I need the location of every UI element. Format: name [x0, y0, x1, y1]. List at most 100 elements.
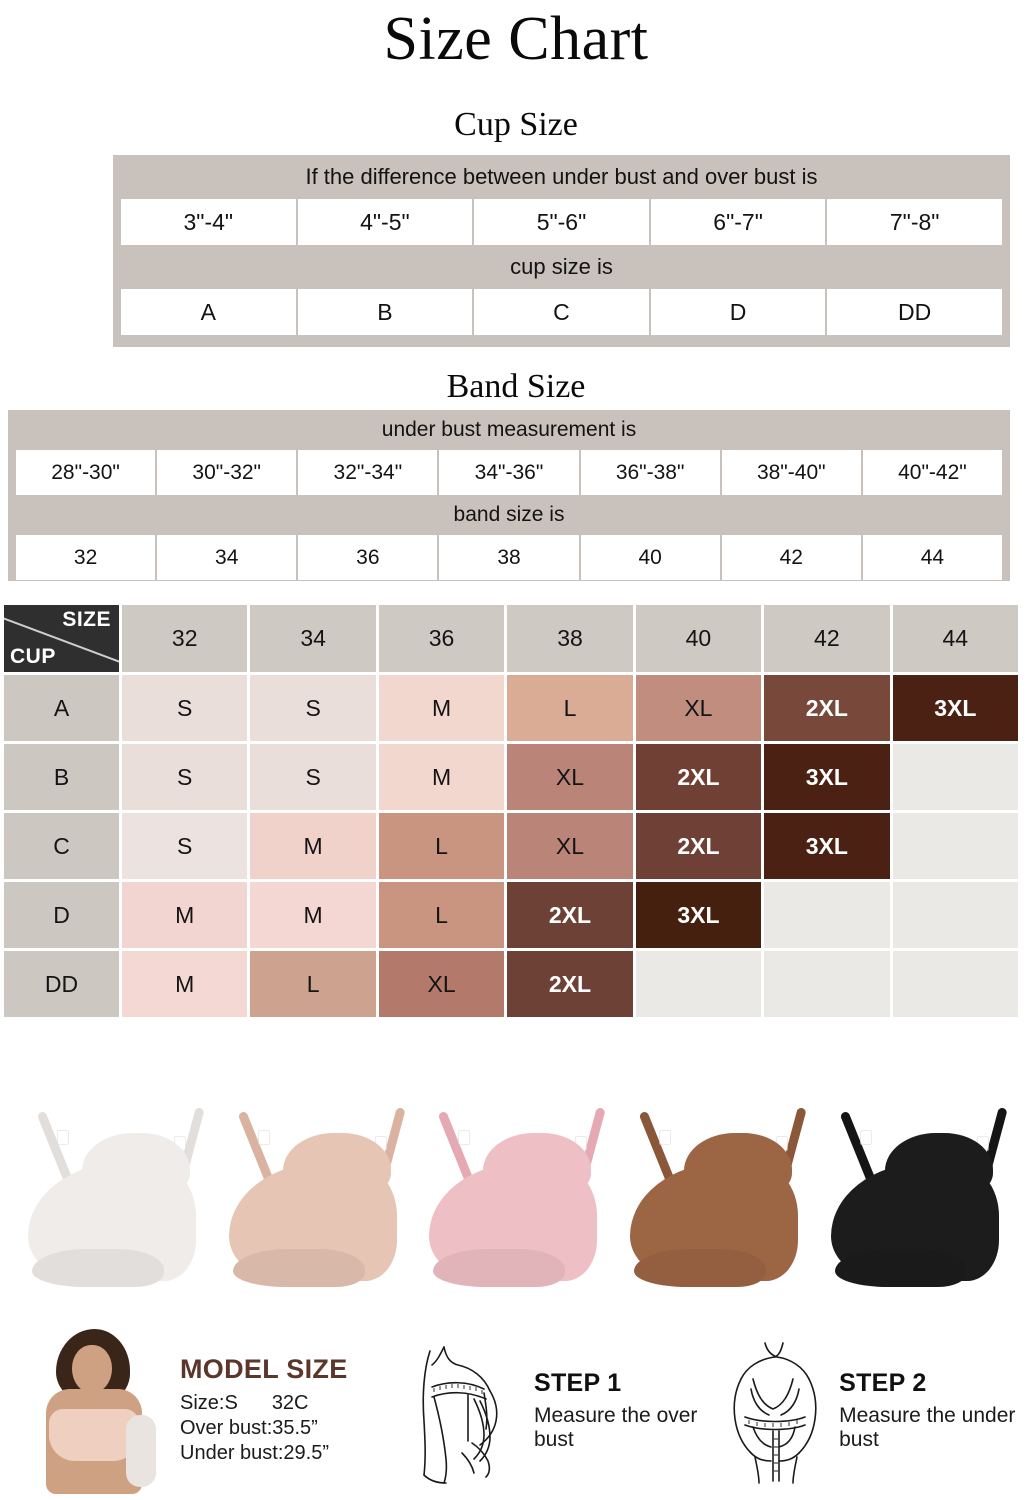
- matrix-col-header-40: 40: [635, 605, 762, 672]
- band-size-heading: Band Size: [446, 368, 586, 405]
- corner-label-size: SIZE: [62, 608, 111, 631]
- product-image-strip: [0, 1035, 1032, 1295]
- step-1-title: STEP 1: [534, 1368, 622, 1397]
- bra-strap-adjuster-left: [458, 1130, 471, 1145]
- cup-value-row: A B C D DD: [113, 289, 1010, 335]
- matrix-cell-B-36: M: [378, 744, 505, 810]
- matrix-cell-B-34: S: [250, 744, 376, 810]
- under-bust-measure-icon: [715, 1335, 833, 1485]
- bra-strap-adjuster-left: [56, 1130, 69, 1145]
- cup-value-cell-2: C: [474, 289, 649, 335]
- bra-image-nude: [223, 1105, 408, 1285]
- matrix-cell-empty-DD-42: [764, 951, 890, 1017]
- band-range-cell-1: 30"-32": [157, 450, 297, 495]
- bra-image-pink: [423, 1105, 608, 1285]
- bra-strap-left: [438, 1110, 475, 1183]
- cup-size-table: If the difference between under bust and…: [113, 155, 1010, 347]
- cup-value-cell-1: B: [297, 289, 473, 335]
- matrix-col-header-32: 32: [122, 605, 248, 672]
- band-value-row: 32 34 36 38 40 42 44: [8, 535, 1010, 580]
- step-2-block: STEP 2 Measure the under bust: [715, 1335, 1032, 1485]
- matrix-cell-DD-34: L: [250, 951, 376, 1017]
- step-2-desc: Measure the under bust: [839, 1403, 1016, 1451]
- bra-cup-body: [630, 1163, 799, 1281]
- cup-value-cell-4: DD: [827, 289, 1002, 335]
- matrix-cell-A-40: XL: [635, 675, 762, 741]
- cup-value-cell-3: D: [650, 289, 826, 335]
- cup-range-cell-4: 7"-8": [827, 199, 1002, 245]
- bra-image-black: [825, 1105, 1010, 1285]
- matrix-cell-empty-D-42: [764, 882, 890, 948]
- matrix-cell-D-32: M: [122, 882, 248, 948]
- matrix-cell-DD-32: M: [122, 951, 248, 1017]
- model-photo: [22, 1323, 162, 1498]
- cup-caption-bottom: cup size is: [510, 254, 613, 279]
- band-value-cell-5: 42: [721, 535, 861, 580]
- size-matrix-table: SIZE CUP 32 34 36 38 40 42 44 A S S M L XL 2XL 3XL B S S M XL…: [4, 605, 1018, 1017]
- band-range-cell-3: 34"-36": [439, 450, 579, 495]
- matrix-row-header-D: D: [4, 882, 119, 948]
- step-1-block: STEP 1 Measure the over bust: [410, 1335, 715, 1485]
- band-range-row: 28"-30" 30"-32" 32"-34" 34"-36" 36"-38" 38"-4…: [8, 450, 1010, 495]
- model-size-title: MODEL SIZE: [180, 1354, 348, 1384]
- matrix-cell-D-40: 3XL: [635, 882, 762, 948]
- band-range-cell-4: 36"-38": [580, 450, 720, 495]
- model-face: [72, 1344, 112, 1393]
- cup-caption-top: If the difference between under bust and…: [305, 164, 818, 189]
- matrix-cell-D-36: L: [378, 882, 505, 948]
- band-caption-bottom: band size is: [453, 503, 565, 526]
- band-range-cell-6: 40"-42": [862, 450, 1002, 495]
- matrix-row-header-B: B: [4, 744, 119, 810]
- matrix-cell-C-32: S: [122, 813, 248, 879]
- model-bra: [49, 1408, 139, 1461]
- band-size-table: under bust measurement is 28"-30" 30"-32"…: [8, 410, 1010, 581]
- matrix-cell-A-34: S: [250, 675, 376, 741]
- band-caption-top: under bust measurement is: [381, 418, 637, 441]
- model-size-label: Size:S: [180, 1392, 238, 1414]
- band-range-cell-5: 38"-40": [721, 450, 861, 495]
- matrix-row-header-A: A: [4, 675, 119, 741]
- cup-range-cell-1: 4"-5": [297, 199, 473, 245]
- cup-range-cell-0: 3"-4": [121, 199, 296, 245]
- matrix-cell-A-44: 3XL: [892, 675, 1018, 741]
- matrix-cell-B-42: 3XL: [764, 744, 890, 810]
- matrix-cell-C-36: L: [378, 813, 505, 879]
- bra-cup-body: [429, 1163, 598, 1281]
- band-value-cell-1: 34: [157, 535, 297, 580]
- measurement-instructions: MODEL SIZE Size:S 32C Over bust:35.5” Und…: [0, 1320, 1032, 1500]
- matrix-cell-C-42: 3XL: [764, 813, 890, 879]
- matrix-cell-DD-38: 2XL: [507, 951, 633, 1017]
- matrix-corner-header: SIZE CUP: [4, 605, 119, 672]
- bra-image-white: [22, 1105, 207, 1285]
- matrix-cell-DD-36: XL: [378, 951, 505, 1017]
- model-size-line: Size:S 32C: [180, 1391, 410, 1416]
- matrix-cell-B-40: 2XL: [635, 744, 762, 810]
- model-size-value: 32C: [271, 1392, 309, 1414]
- matrix-cell-C-38: XL: [507, 813, 633, 879]
- cup-value-cell-0: A: [121, 289, 296, 335]
- matrix-cell-A-38: L: [507, 675, 633, 741]
- step-2-title: STEP 2: [839, 1368, 927, 1397]
- matrix-cell-empty-B-44: [892, 744, 1018, 810]
- model-arm: [126, 1414, 156, 1487]
- matrix-cell-empty-D-44: [892, 882, 1018, 948]
- matrix-cell-empty-DD-44: [892, 951, 1018, 1017]
- matrix-cell-B-38: XL: [507, 744, 633, 810]
- matrix-col-header-34: 34: [250, 605, 376, 672]
- cup-range-cell-2: 5"-6": [474, 199, 649, 245]
- matrix-cell-C-40: 2XL: [635, 813, 762, 879]
- bra-strap-adjuster-left: [257, 1130, 270, 1145]
- cup-size-heading: Cup Size: [454, 106, 578, 143]
- bra-image-brown: [624, 1105, 809, 1285]
- band-range-cell-2: 32"-34": [298, 450, 438, 495]
- band-range-cell-0: 28"-30": [16, 450, 156, 495]
- step-1-text: STEP 1 Measure the over bust: [534, 1369, 715, 1452]
- matrix-cell-empty-DD-40: [635, 951, 762, 1017]
- over-bust-measure-icon: [410, 1335, 528, 1485]
- model-size-text: MODEL SIZE Size:S 32C Over bust:35.5” Und…: [180, 1354, 410, 1466]
- band-value-cell-3: 38: [439, 535, 579, 580]
- bra-strap-adjuster-left: [860, 1130, 873, 1145]
- step-2-text: STEP 2 Measure the under bust: [839, 1369, 1032, 1452]
- bra-cup-body: [228, 1163, 397, 1281]
